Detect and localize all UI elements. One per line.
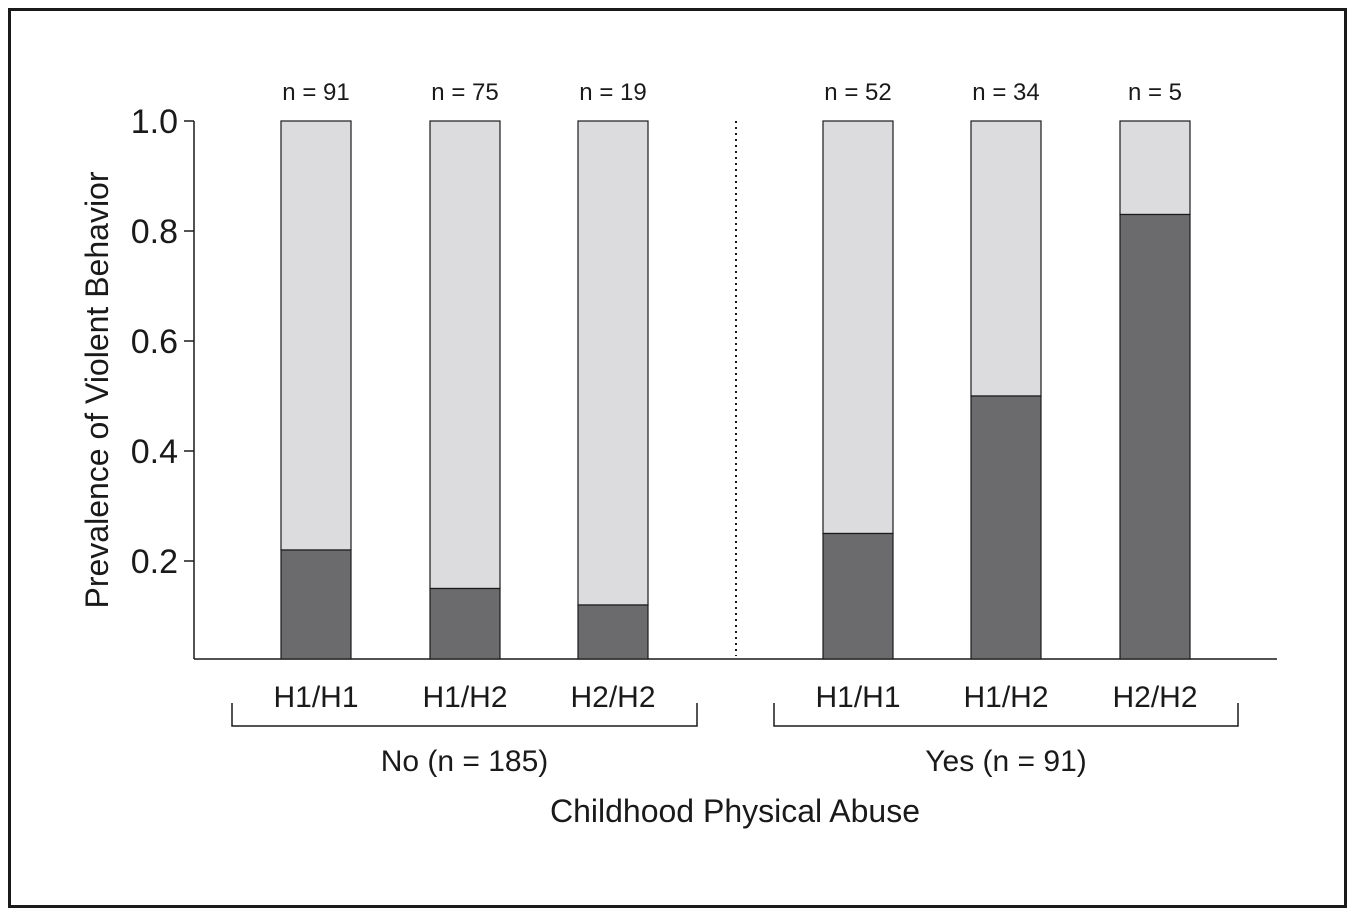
- bar-category-label: H1/H1: [815, 681, 900, 714]
- bar-n-label: n = 75: [431, 79, 498, 106]
- bar-remainder: [281, 121, 351, 550]
- bar-n-label: n = 5: [1128, 79, 1182, 106]
- bar-prevalence: [281, 550, 351, 659]
- bar-prevalence: [578, 605, 648, 659]
- bar-category-label: H1/H2: [963, 681, 1048, 714]
- group-label: No (n = 185): [381, 745, 549, 778]
- bar-remainder: [578, 121, 648, 605]
- group-label: Yes (n = 91): [925, 745, 1087, 778]
- y-tick-label: 0.8: [131, 213, 178, 251]
- bar-prevalence: [823, 534, 893, 660]
- bar-category-label: H2/H2: [1112, 681, 1197, 714]
- bar-n-label: n = 52: [824, 79, 891, 106]
- bar-category-label: H1/H2: [422, 681, 507, 714]
- bar-n-label: n = 19: [579, 79, 646, 106]
- y-axis-title: Prevalence of Violent Behavior: [79, 171, 115, 608]
- y-tick-label: 1.0: [131, 103, 178, 141]
- y-tick-label: 0.2: [131, 543, 178, 581]
- y-tick-label: 0.6: [131, 323, 178, 361]
- bar-category-label: H1/H1: [273, 681, 358, 714]
- y-tick-label: 0.4: [131, 433, 178, 471]
- bar-prevalence: [430, 589, 500, 660]
- bar-remainder: [823, 121, 893, 534]
- bar-remainder: [430, 121, 500, 589]
- bar-n-label: n = 91: [282, 79, 349, 106]
- bar-prevalence: [1120, 215, 1190, 660]
- bar-remainder: [971, 121, 1041, 396]
- bar-remainder: [1120, 121, 1190, 215]
- x-axis-title: Childhood Physical Abuse: [550, 793, 920, 829]
- bar-prevalence: [971, 396, 1041, 659]
- bar-category-label: H2/H2: [570, 681, 655, 714]
- bar-n-label: n = 34: [972, 79, 1039, 106]
